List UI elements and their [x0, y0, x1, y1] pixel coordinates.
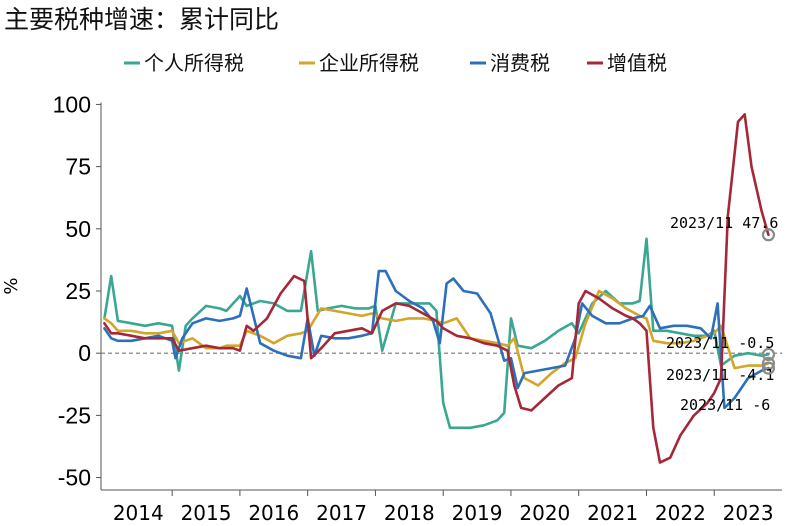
y-axis-label: %	[1, 277, 22, 294]
legend: 个人所得税 企业所得税 消费税 增值税	[124, 51, 667, 75]
y-tick-label: 0	[78, 340, 91, 366]
legend-label: 个人所得税	[144, 51, 244, 75]
y-tick-label: 75	[65, 154, 91, 180]
annotation-label: 2023/11 47.6	[670, 214, 778, 232]
x-tick-label: 2017	[316, 501, 367, 525]
y-tick-label: -25	[58, 402, 91, 428]
y-tick-label: 50	[65, 216, 91, 242]
annotation-marker	[761, 347, 776, 362]
annotations: 2023/11 47.6 2023/11 -0.5 2023/11 -4.1 2023…	[666, 214, 778, 414]
x-tick-label: 2022	[655, 501, 706, 525]
legend-label: 消费税	[490, 51, 550, 75]
x-tick-label: 2020	[519, 501, 570, 525]
x-tick-label: 2014	[113, 501, 164, 525]
x-tick-label: 2015	[181, 501, 232, 525]
chart-title: 主要税种增速：累计同比	[4, 5, 279, 34]
annotation-label: 2023/11 -6	[680, 396, 770, 414]
annotation-label: 2023/11 -4.1	[666, 366, 774, 384]
x-tick-label: 2023	[723, 501, 774, 525]
series-line	[103, 237, 770, 430]
annotation-marker	[761, 228, 776, 242]
legend-label: 企业所得税	[319, 51, 419, 75]
x-tick-label: 2019	[452, 501, 503, 525]
annotation-marker	[761, 361, 776, 375]
y-tick-label: -50	[58, 465, 91, 491]
x-tick-label: 2016	[248, 501, 299, 525]
x-tick-label: 2018	[384, 501, 435, 525]
x-tick-label: 2021	[587, 501, 638, 525]
x-axis: 2014 2015 2016 2017 2018 2019 2020 2021 2022 2023	[101, 489, 782, 525]
y-axis: 100 75 50 25 0 -25 -50	[53, 91, 102, 491]
legend-label: 增值税	[607, 51, 667, 75]
plot-area	[101, 113, 782, 464]
annotation-label: 2023/11 -0.5	[666, 334, 774, 352]
y-tick-label: 100	[53, 91, 91, 117]
annotation-marker	[761, 356, 776, 370]
series-line	[103, 113, 770, 464]
y-tick-label: 25	[65, 278, 91, 304]
series-line	[103, 269, 770, 410]
